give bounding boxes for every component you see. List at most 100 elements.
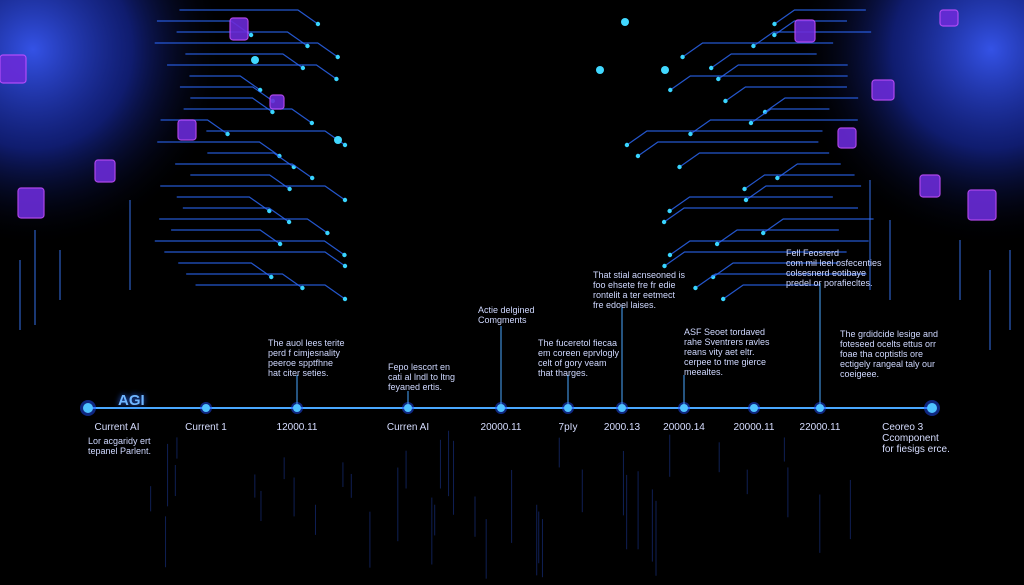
circuit-trace xyxy=(725,86,847,102)
tick-label-5: 7pIy xyxy=(558,422,578,433)
circuit-trace xyxy=(171,229,281,245)
tick-label-10: Ceoreo 3 Ccomponent for fiesigs erce. xyxy=(882,422,950,455)
annotation-7: Fell Feosrerd com mil leel osfecenties c… xyxy=(786,248,882,288)
chip-block xyxy=(794,19,816,43)
circuit-node xyxy=(772,32,777,38)
circuit-node xyxy=(677,164,682,170)
timeline-nodes xyxy=(80,400,940,416)
circuit-node xyxy=(661,219,667,225)
tick-label-7: 20000.14 xyxy=(663,422,705,433)
circuit-trace xyxy=(182,207,290,223)
circuit-trace xyxy=(189,75,261,91)
circuit-node xyxy=(309,175,315,181)
circuit-node xyxy=(342,263,348,269)
circuit-node xyxy=(342,252,347,258)
chip-blocks xyxy=(0,9,997,221)
chip-block xyxy=(0,54,27,84)
annotation-leaders xyxy=(296,283,821,404)
circuit-node xyxy=(325,230,330,236)
circuit-node xyxy=(714,241,720,247)
circuit-trace xyxy=(157,141,280,157)
agi-label: AGI xyxy=(118,392,145,409)
circuit-trace xyxy=(669,196,833,212)
circuit-node xyxy=(334,76,339,82)
tick-label-4: 20000.11 xyxy=(480,422,522,433)
circuit-node xyxy=(635,153,641,159)
circuit-node xyxy=(668,87,673,93)
circuit-trace xyxy=(176,196,270,212)
glow-dot xyxy=(251,56,259,64)
chip-block xyxy=(177,119,197,141)
glow-dot xyxy=(334,136,342,144)
circuit-trace xyxy=(175,163,313,179)
circuit-node xyxy=(315,21,321,27)
circuit-trace xyxy=(190,97,273,113)
circuit-trace xyxy=(774,9,866,25)
circuit-node xyxy=(667,208,672,214)
glow-dot xyxy=(661,66,669,74)
timeline-node xyxy=(927,403,937,413)
circuit-node xyxy=(688,131,693,137)
circuit-trace xyxy=(762,218,874,234)
circuit-trace xyxy=(679,152,830,168)
circuit-node xyxy=(342,142,348,148)
circuit-trace xyxy=(695,273,867,289)
tick-note-0: Lor acgaridy ert tepanel Parlent. xyxy=(88,436,152,456)
circuit-trace xyxy=(750,108,830,124)
circuit-trace xyxy=(179,9,319,25)
tick-label-2: 12000.11 xyxy=(276,422,318,433)
circuit-trace xyxy=(183,108,313,124)
circuit-trace xyxy=(716,229,839,245)
falling-lines xyxy=(150,430,851,579)
left-circuit-cluster xyxy=(0,0,330,330)
tick-label-8: 20000.11 xyxy=(733,422,775,433)
circuit-trace xyxy=(722,284,821,300)
tick-label-3: Curren AI xyxy=(386,422,430,433)
circuit-trace xyxy=(164,251,346,267)
annotation-6: ASF Seoet tordaved rahe Sventrers ravles… xyxy=(684,327,770,377)
circuit-node xyxy=(680,54,685,60)
timeline-node xyxy=(293,404,301,412)
circuit-node xyxy=(775,175,780,181)
chip-block xyxy=(871,79,895,101)
chip-block xyxy=(967,189,997,221)
annotation-3: Actie delgined Comgments xyxy=(478,305,535,325)
circuit-trace xyxy=(774,20,847,36)
circuit-node xyxy=(723,98,728,104)
circuit-trace xyxy=(154,42,339,58)
circuit-node xyxy=(335,54,340,60)
circuit-trace xyxy=(159,218,328,234)
circuit-trace xyxy=(167,64,337,80)
circuit-trace xyxy=(190,174,290,190)
circuit-trace xyxy=(669,75,848,91)
circuit-node xyxy=(742,186,747,192)
circuit-node xyxy=(267,208,272,214)
circuit-trace xyxy=(185,53,304,69)
circuit-trace xyxy=(186,273,303,289)
circuit-node xyxy=(761,230,766,236)
annotation-1: The auol lees terite perd f cimjesnality… xyxy=(268,338,345,378)
annotation-8: The grdidcide lesige and foteseed ocelts… xyxy=(840,329,939,379)
circuit-node xyxy=(270,109,275,115)
timeline-node xyxy=(404,404,412,412)
circuit-trace xyxy=(690,119,858,135)
circuit-trace xyxy=(160,119,228,135)
circuit-node xyxy=(751,43,756,49)
circuit-trace xyxy=(753,31,872,47)
chip-block xyxy=(94,159,116,183)
circuit-trace xyxy=(207,152,295,168)
chip-block xyxy=(837,127,857,149)
timeline-node xyxy=(202,404,210,412)
circuit-trace xyxy=(154,240,345,256)
timeline-node xyxy=(564,404,572,412)
timeline-node xyxy=(497,404,505,412)
tick-label-6: 2000.13 xyxy=(603,422,641,433)
annotation-2: Fepo lescort en cati al lndl to ltng fey… xyxy=(388,362,456,392)
circuit-traces xyxy=(19,9,1011,350)
circuit-trace xyxy=(663,207,858,223)
circuit-node xyxy=(708,65,714,71)
circuit-node xyxy=(693,285,698,291)
circuit-trace xyxy=(176,31,308,47)
circuit-node xyxy=(248,32,254,38)
